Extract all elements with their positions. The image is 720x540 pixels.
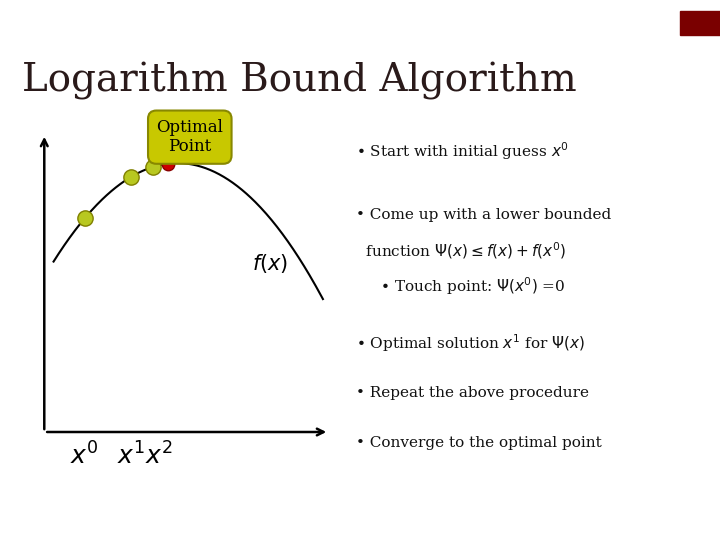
Text: Optimal
Point: Optimal Point (156, 119, 223, 160)
Text: • Optimal solution $x^1$ for $\Psi(x)$: • Optimal solution $x^1$ for $\Psi(x)$ (356, 333, 586, 354)
Text: $x^2$: $x^2$ (145, 442, 173, 469)
Text: • Come up with a lower bounded: • Come up with a lower bounded (356, 208, 612, 222)
Text: function $\Psi(x) \leq f(x) + f(x^0)$: function $\Psi(x) \leq f(x) + f(x^0)$ (356, 240, 567, 261)
Text: • Touch point: $\Psi(x^0)$ =0: • Touch point: $\Psi(x^0)$ =0 (356, 275, 566, 297)
Text: • Start with initial guess $x^0$: • Start with initial guess $x^0$ (356, 140, 570, 161)
Text: Logarithm Bound Algorithm: Logarithm Bound Algorithm (22, 62, 576, 100)
Text: • Converge to the optimal point: • Converge to the optimal point (356, 436, 602, 450)
Text: $x^0$: $x^0$ (71, 442, 99, 469)
Text: $f(x)$: $f(x)$ (252, 252, 289, 275)
Text: • Repeat the above procedure: • Repeat the above procedure (356, 386, 590, 400)
Text: $x^1$: $x^1$ (117, 442, 145, 469)
Bar (680, 11, 720, 35)
